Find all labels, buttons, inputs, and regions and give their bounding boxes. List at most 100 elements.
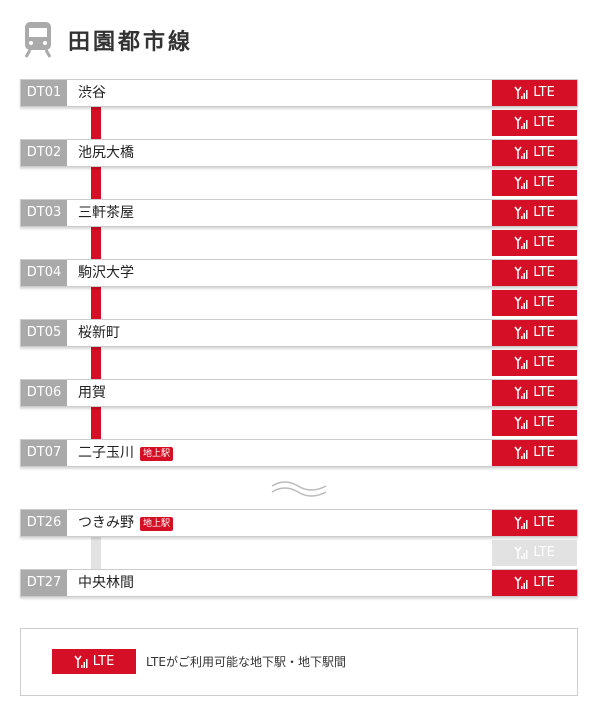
station-name: 池尻大橋 [78, 140, 134, 166]
name-text: 桜新町 [78, 325, 120, 341]
lte-badge: LTE [492, 440, 577, 466]
line-segment [91, 537, 101, 569]
signal-icon [514, 356, 528, 369]
station-name: 桜新町 [78, 320, 120, 346]
signal-icon [514, 266, 528, 279]
legend: LTE LTEがご利用可能な地下駅・地下駅間 [20, 628, 578, 696]
badge-text: LTE [533, 115, 555, 130]
station-row: DT05 桜新町 LTE [20, 319, 578, 347]
line-segment [91, 167, 101, 199]
lte-badge: LTE [492, 410, 577, 436]
legend-text: LTEがご利用可能な地下駅・地下駅間 [146, 655, 346, 669]
station-code: DT03 [21, 200, 67, 226]
station-name: 中央林間 [78, 570, 134, 596]
signal-icon [514, 296, 528, 309]
station-code: DT01 [21, 80, 67, 106]
lte-badge: LTE [492, 570, 577, 596]
station-code: DT07 [21, 440, 67, 466]
lte-badge: LTE [492, 110, 577, 136]
lte-badge: LTE [492, 140, 577, 166]
station-name: 三軒茶屋 [78, 200, 134, 226]
badge-text: LTE [533, 175, 555, 190]
name-text: 二子玉川 [78, 445, 134, 461]
station-row: DT06 用賀 LTE [20, 379, 578, 407]
signal-icon [514, 206, 528, 219]
station-name: つきみ野 地上駅 [78, 510, 174, 536]
lte-badge: LTE [492, 380, 577, 406]
badge-text: LTE [533, 355, 555, 370]
lte-badge: LTE [492, 80, 577, 106]
badge-text: LTE [533, 325, 555, 340]
signal-icon [514, 386, 528, 399]
lte-badge: LTE [492, 350, 577, 376]
badge-text: LTE [533, 515, 555, 530]
badge-text: LTE [533, 445, 555, 460]
station-row: DT07 二子玉川 地上駅 LTE [20, 439, 578, 467]
signal-icon [74, 655, 88, 668]
badge-text: LTE [533, 205, 555, 220]
line-segment [91, 227, 101, 259]
signal-icon [514, 116, 528, 129]
name-text: 用賀 [78, 385, 106, 401]
signal-icon [514, 146, 528, 159]
line-segment [91, 407, 101, 439]
station-code: DT04 [21, 260, 67, 286]
line-segment [91, 287, 101, 319]
station-name: 二子玉川 地上駅 [78, 440, 174, 466]
badge-text: LTE [533, 145, 555, 160]
badge-text: LTE [533, 385, 555, 400]
station-row: DT26 つきみ野 地上駅 LTE [20, 509, 578, 537]
signal-icon [514, 516, 528, 529]
badge-text: LTE [533, 545, 555, 560]
lte-badge: LTE [492, 170, 577, 196]
badge-text: LTE [533, 415, 555, 430]
station-tag: 地上駅 [140, 517, 174, 531]
station-name: 用賀 [78, 380, 106, 406]
lte-badge: LTE [492, 200, 577, 226]
lte-badge: LTE [492, 230, 577, 256]
station-code: DT27 [21, 570, 67, 596]
signal-icon [514, 236, 528, 249]
station-code: DT05 [21, 320, 67, 346]
station-row: DT04 駒沢大学 LTE [20, 259, 578, 287]
break-wave [271, 481, 327, 497]
badge-text: LTE [533, 85, 555, 100]
signal-icon [514, 416, 528, 429]
signal-icon [514, 86, 528, 99]
badge-text: LTE [533, 575, 555, 590]
name-text: 中央林間 [78, 575, 134, 591]
station-code: DT06 [21, 380, 67, 406]
name-text: 池尻大橋 [78, 145, 134, 161]
station-code: DT02 [21, 140, 67, 166]
lte-badge: LTE [492, 260, 577, 286]
badge-text: LTE [533, 265, 555, 280]
station-row: DT27 中央林間 LTE [20, 569, 578, 597]
signal-icon [514, 576, 528, 589]
legend-badge: LTE [52, 649, 136, 674]
line-segment [91, 347, 101, 379]
signal-icon [514, 326, 528, 339]
line-segment [91, 107, 101, 139]
station-tag: 地上駅 [140, 447, 174, 461]
station-name: 駒沢大学 [78, 260, 134, 286]
station-code: DT26 [21, 510, 67, 536]
station-row: DT03 三軒茶屋 LTE [20, 199, 578, 227]
signal-icon [514, 176, 528, 189]
station-name: 渋谷 [78, 80, 106, 106]
title: 田園都市線 [68, 30, 194, 55]
station-row: DT02 池尻大橋 LTE [20, 139, 578, 167]
signal-icon [514, 546, 528, 559]
name-text: 駒沢大学 [78, 265, 134, 281]
lte-badge: LTE [492, 510, 577, 536]
train-icon [24, 22, 52, 58]
lte-badge: LTE [492, 320, 577, 346]
badge-text: LTE [92, 654, 115, 669]
name-text: 三軒茶屋 [78, 205, 134, 221]
signal-icon [514, 446, 528, 459]
lte-badge: LTE [492, 540, 577, 566]
lte-badge: LTE [492, 290, 577, 316]
badge-text: LTE [533, 235, 555, 250]
name-text: 渋谷 [78, 85, 106, 101]
name-text: つきみ野 [78, 515, 134, 531]
